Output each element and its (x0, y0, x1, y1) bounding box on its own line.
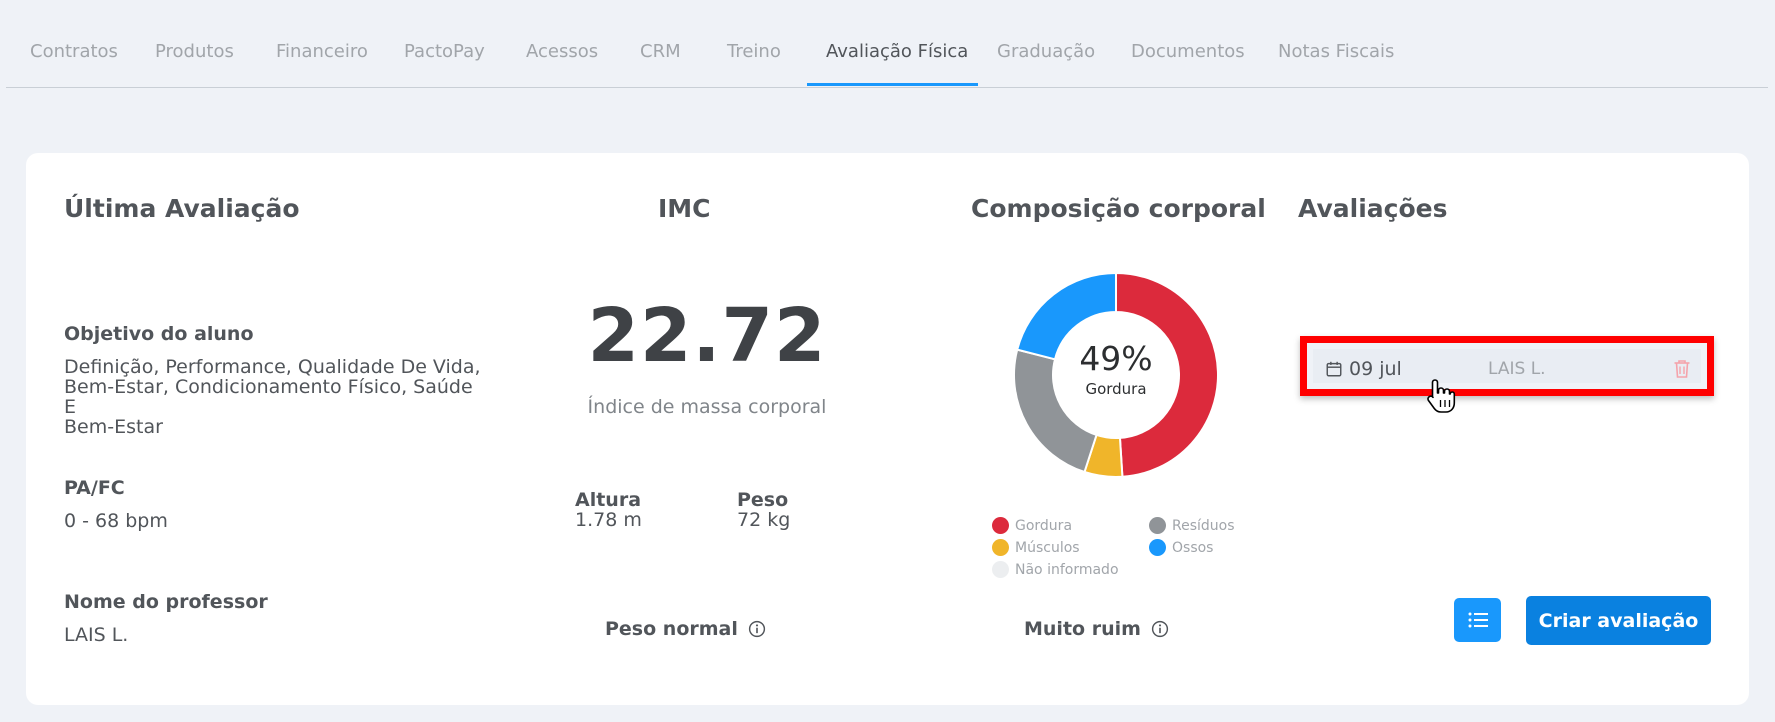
legend-dot (1149, 517, 1166, 534)
donut-center-label: Gordura (1085, 380, 1147, 398)
tab-contratos[interactable]: Contratos (30, 41, 118, 62)
legend-item-ossos: Ossos (1149, 539, 1213, 556)
professor-label: Nome do professor (64, 591, 268, 613)
legend-item-musculos: Músculos (992, 539, 1080, 556)
imc-title: IMC (658, 194, 711, 223)
legend-label: Ossos (1172, 539, 1214, 556)
info-icon[interactable] (748, 620, 766, 638)
objetivo-value: Definição, Performance, Qualidade De Vid… (64, 357, 484, 437)
composicao-title: Composição corporal (971, 194, 1266, 223)
tab-crm[interactable]: CRM (640, 41, 681, 62)
tab-pactopay[interactable]: PactoPay (404, 41, 485, 62)
imc-subtitle: Índice de massa corporal (587, 396, 827, 418)
evaluation-date: 09 jul (1325, 358, 1402, 380)
composicao-status: Muito ruim (1024, 618, 1169, 640)
legend-dot (1149, 539, 1166, 556)
evaluation-date-text: 09 jul (1349, 358, 1402, 380)
objetivo-label: Objetivo do aluno (64, 323, 254, 345)
legend-item-nao-informado: Não informado (992, 561, 1119, 578)
tab-graduacao[interactable]: Graduação (997, 41, 1096, 62)
objetivo-line: Bem-Estar (64, 416, 163, 438)
donut-slice-gordura[interactable] (1115, 271, 1219, 478)
professor-value: LAIS L. (64, 624, 129, 646)
donut-slice-ossos[interactable] (1015, 271, 1117, 361)
pafc-label: PA/FC (64, 477, 125, 499)
objetivo-line: Bem-Estar, Condicionamento Físico, Saúde… (64, 376, 473, 418)
legend-dot (992, 561, 1009, 578)
avaliacoes-title: Avaliações (1298, 194, 1448, 223)
legend-item-residuos: Resíduos (1149, 517, 1235, 534)
tab-produtos[interactable]: Produtos (155, 41, 234, 62)
composicao-status-text: Muito ruim (1024, 618, 1141, 640)
create-evaluation-button[interactable]: Criar avaliação (1526, 596, 1711, 645)
tab-notas-fiscais[interactable]: Notas Fiscais (1278, 41, 1395, 62)
ultima-avaliacao-title: Última Avaliação (64, 194, 300, 223)
body-composition-donut (1013, 271, 1219, 478)
altura-label: Altura (575, 489, 642, 511)
tab-treino[interactable]: Treino (727, 41, 781, 62)
legend-label: Músculos (1015, 539, 1080, 556)
calendar-icon (1326, 361, 1342, 377)
legend-label: Resíduos (1172, 517, 1235, 534)
assessment-card: Última Avaliação Objetivo do aluno Defin… (26, 153, 1749, 705)
donut-center-percent: 49% (1079, 339, 1153, 378)
altura-value: 1.78 m (575, 509, 642, 531)
evaluation-list-item[interactable]: 09 jul LAIS L. (1300, 336, 1714, 396)
evaluation-item-body: 09 jul LAIS L. (1313, 349, 1701, 383)
legend-dot (992, 517, 1009, 534)
evaluation-professor: LAIS L. (1488, 359, 1546, 379)
legend-dot (992, 539, 1009, 556)
tab-acessos[interactable]: Acessos (526, 41, 599, 62)
imc-value: 22.72 (587, 293, 827, 379)
imc-status: Peso normal (605, 618, 766, 640)
legend-item-gordura: Gordura (992, 517, 1072, 534)
tab-avaliacao-fisica[interactable]: Avaliação Física (826, 41, 969, 62)
legend-label: Não informado (1015, 561, 1119, 578)
pafc-value: 0 - 68 bpm (64, 510, 168, 532)
tab-documentos[interactable]: Documentos (1131, 41, 1245, 62)
trash-icon[interactable] (1673, 359, 1691, 379)
peso-value: 72 kg (737, 509, 791, 531)
info-icon[interactable] (1151, 620, 1169, 638)
imc-status-text: Peso normal (605, 618, 738, 640)
list-icon (1468, 612, 1488, 628)
legend-label: Gordura (1015, 517, 1073, 534)
tab-financeiro[interactable]: Financeiro (276, 41, 368, 62)
active-tab-indicator (807, 83, 978, 86)
objetivo-line: Definição, Performance, Qualidade De Vid… (64, 356, 481, 378)
peso-label: Peso (737, 489, 789, 511)
hand-pointer-icon (1427, 379, 1456, 413)
tab-bar: Contratos Produtos Financeiro PactoPay A… (6, 0, 1768, 88)
list-evaluations-button[interactable] (1454, 598, 1501, 642)
